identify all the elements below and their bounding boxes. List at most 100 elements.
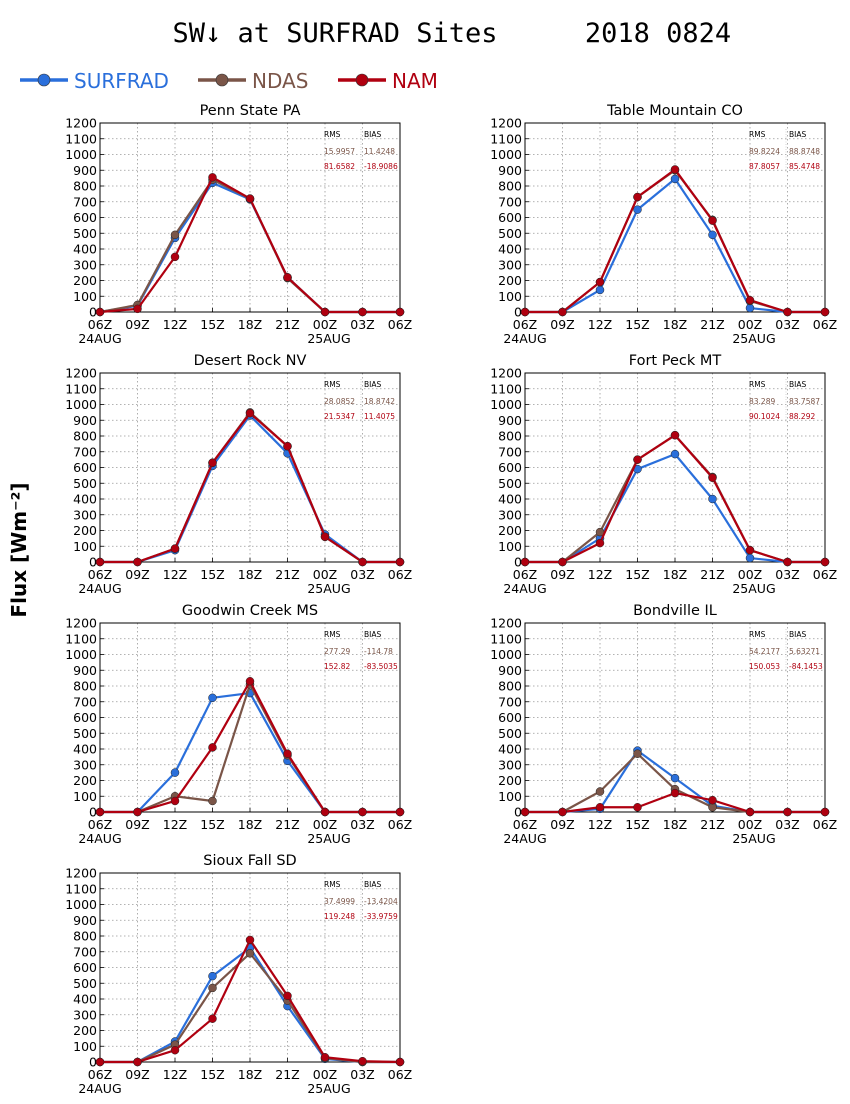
y-tick-label: 500 — [498, 226, 522, 241]
y-tick-label: 100 — [73, 1039, 97, 1054]
chart-panel: Goodwin Creek MS 010020030040050060070080… — [65, 603, 412, 846]
data-point — [395, 807, 405, 817]
x-tick-label: 18Z — [238, 317, 262, 332]
y-tick-label: 200 — [73, 773, 97, 788]
figure-title: SW↓ at SURFRAD Sites — [172, 18, 497, 49]
stats-ndas-bias: -13.4204 — [364, 897, 398, 906]
stats-ndas-rms: 277.29 — [324, 647, 350, 656]
x-date-label: 24AUG — [78, 831, 121, 846]
plot-frame — [99, 872, 401, 1063]
x-tick-label: 06Z — [88, 567, 112, 582]
data-point — [320, 1053, 330, 1062]
plot-frame — [524, 122, 826, 313]
data-point — [358, 1056, 367, 1066]
data-point — [170, 1045, 180, 1055]
x-tick-label: 00Z — [738, 817, 762, 832]
plot-frame — [524, 372, 826, 563]
data-point — [208, 971, 217, 981]
data-point — [208, 796, 217, 806]
data-point — [283, 273, 292, 282]
x-date-label: 25AUG — [307, 581, 350, 596]
legend-label: NAM — [392, 69, 438, 93]
data-point — [708, 795, 717, 805]
x-tick-label: 06Z — [388, 317, 412, 332]
x-date-label: 24AUG — [78, 331, 121, 346]
x-tick-label: 18Z — [238, 567, 262, 582]
y-tick-label: 100 — [498, 789, 522, 804]
x-date-label: 25AUG — [732, 581, 775, 596]
y-tick-label: 800 — [73, 429, 97, 444]
y-tick-label: 300 — [73, 1007, 97, 1022]
y-tick-label: 900 — [73, 913, 97, 928]
y-tick-label: 600 — [73, 460, 97, 475]
y-tick-label: 700 — [498, 694, 522, 709]
data-point — [595, 787, 605, 796]
stats-header-rms: RMS — [324, 130, 341, 139]
y-tick-label: 300 — [498, 757, 522, 772]
data-point — [670, 430, 680, 440]
stats-ndas-bias: 18.8742 — [364, 397, 395, 406]
x-date-label: 25AUG — [732, 831, 775, 846]
y-tick-label: 1200 — [65, 616, 97, 631]
data-point — [395, 1057, 405, 1067]
y-tick-label: 900 — [498, 413, 522, 428]
y-tick-label: 1000 — [490, 397, 522, 412]
x-tick-label: 21Z — [700, 817, 724, 832]
y-tick-label: 0 — [514, 805, 522, 820]
data-point — [208, 458, 217, 468]
stats-ndas-rms: 37.4999 — [324, 897, 355, 906]
data-point — [133, 557, 142, 567]
figure-date: 2018 0824 — [585, 18, 731, 49]
x-tick-label: 03Z — [775, 317, 799, 332]
stats-block: RMS BIAS 15.9957 11.4248 81.6582 -18.9086 — [324, 129, 398, 172]
legend-item-nam: NAM — [338, 69, 438, 93]
data-point — [670, 165, 680, 174]
series-nam — [520, 165, 830, 317]
data-point — [170, 544, 180, 553]
y-tick-label: 1200 — [65, 866, 97, 881]
y-tick-label: 600 — [73, 710, 97, 725]
data-point — [170, 252, 180, 262]
data-point — [170, 768, 180, 777]
panel-title: Fort Peck MT — [629, 353, 722, 369]
x-date-label: 24AUG — [503, 831, 546, 846]
y-tick-label: 700 — [498, 194, 522, 209]
data-point — [783, 807, 792, 817]
y-tick-label: 1000 — [65, 397, 97, 412]
data-point — [633, 192, 642, 202]
x-tick-label: 06Z — [813, 317, 837, 332]
x-tick-label: 15Z — [200, 317, 224, 332]
y-tick-label: 100 — [73, 289, 97, 304]
chart-panel: Fort Peck MT 0100200300400500600700800900… — [490, 353, 837, 596]
x-tick-label: 12Z — [588, 817, 612, 832]
stats-header-bias: BIAS — [364, 880, 381, 889]
y-tick-label: 1000 — [490, 147, 522, 162]
series-nam — [520, 430, 830, 567]
data-point — [595, 538, 605, 548]
y-tick-label: 400 — [498, 242, 522, 257]
x-date-label: 25AUG — [307, 831, 350, 846]
y-tick-label: 500 — [73, 976, 97, 991]
chart-panel: Desert Rock NV 01002003004005006007008009… — [65, 353, 412, 596]
y-tick-label: 1100 — [490, 381, 522, 396]
y-tick-label: 500 — [73, 476, 97, 491]
plot-frame — [99, 372, 401, 563]
data-point — [708, 803, 717, 812]
stats-header-rms: RMS — [324, 880, 341, 889]
data-point — [558, 807, 567, 817]
stats-ndas-bias: 83.7587 — [789, 397, 820, 406]
data-point — [283, 441, 292, 451]
stats-nam-rms: 81.6582 — [324, 162, 355, 171]
x-tick-label: 03Z — [350, 317, 374, 332]
data-point — [170, 230, 180, 240]
data-point — [283, 749, 292, 758]
x-tick-label: 09Z — [550, 317, 574, 332]
y-tick-label: 600 — [498, 210, 522, 225]
y-tick-label: 800 — [498, 679, 522, 694]
stats-header-rms: RMS — [324, 380, 341, 389]
x-tick-label: 03Z — [775, 817, 799, 832]
x-date-label: 24AUG — [503, 331, 546, 346]
stats-header-rms: RMS — [749, 380, 766, 389]
y-tick-label: 800 — [73, 679, 97, 694]
